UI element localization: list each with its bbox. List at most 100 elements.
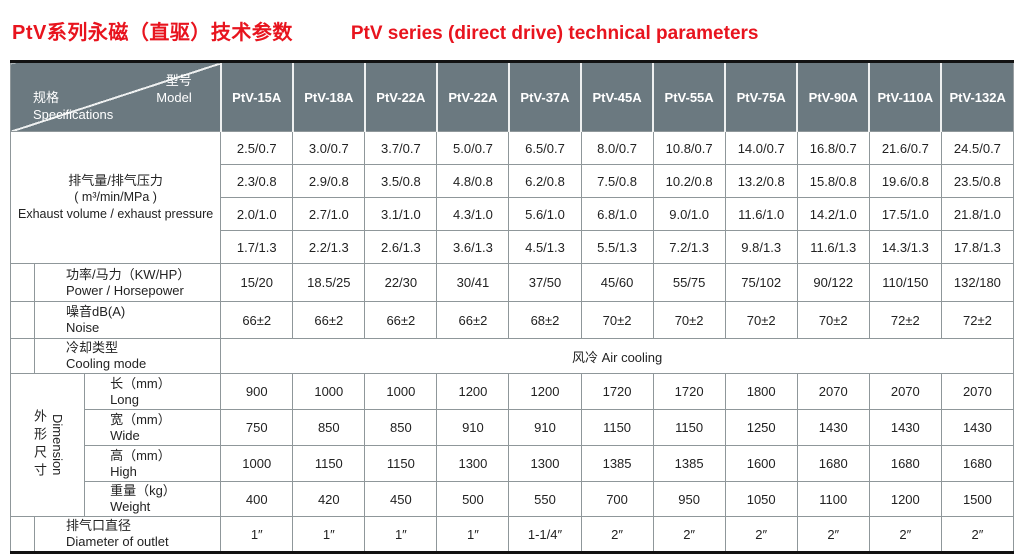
value-cell: 850 <box>292 409 366 446</box>
value-cell: 1800 <box>724 373 798 410</box>
value-cell: 14.3/1.3 <box>868 230 942 264</box>
value-cell: 11.6/1.3 <box>796 230 870 264</box>
value-cell: 420 <box>292 481 366 517</box>
value-cell: 4.8/0.8 <box>436 164 510 198</box>
value-cell: 24.5/0.7 <box>940 131 1015 165</box>
value-cell: 2.0/1.0 <box>220 197 294 231</box>
exhaust-label-en: Exhaust volume / exhaust pressure <box>17 207 214 221</box>
value-cell: 1100 <box>796 481 870 517</box>
wide-label-zh: 宽（mm） <box>110 411 171 427</box>
spacer-cell <box>9 301 36 339</box>
model-header: PtV-22A <box>435 61 509 132</box>
value-cell: 1″ <box>292 516 366 553</box>
dimension-wide-row: 宽（mm） Wide 750 850 850 910 910 1150 1150… <box>11 409 1015 446</box>
value-cell: 910 <box>436 409 510 446</box>
value-cell: 66±2 <box>292 301 366 339</box>
value-cell: 700 <box>580 481 654 517</box>
value-cell: 21.8/1.0 <box>940 197 1015 231</box>
value-cell: 9.8/1.3 <box>724 230 798 264</box>
value-cell: 4.3/1.0 <box>436 197 510 231</box>
value-cell: 2.7/1.0 <box>292 197 366 231</box>
value-cell: 10.2/0.8 <box>652 164 726 198</box>
value-cell: 1680 <box>796 445 870 482</box>
value-cell: 2″ <box>580 516 654 553</box>
value-cell: 500 <box>436 481 510 517</box>
model-header: PtV-110A <box>868 61 942 132</box>
weight-label-zh: 重量（kg） <box>110 483 176 498</box>
value-cell: 5.6/1.0 <box>508 197 582 231</box>
value-cell: 15/20 <box>220 263 294 302</box>
value-cell: 2″ <box>940 516 1015 553</box>
long-label-zh: 长（mm） <box>110 375 171 391</box>
wide-label: 宽（mm） Wide <box>84 409 222 446</box>
corner-spec-en: Specifications <box>33 107 114 122</box>
model-header: PtV-18A <box>291 61 365 132</box>
noise-label: 噪音dB(A) Noise <box>34 301 222 339</box>
exhaust-label: 排气量/排气压力 ( m³/min/MPa ) Exhaust volume /… <box>9 131 222 264</box>
value-cell: 30/41 <box>436 263 510 302</box>
dimension-high-row: 高（mm） High 1000 1150 1150 1300 1300 1385… <box>11 445 1015 482</box>
value-cell: 1720 <box>580 373 654 410</box>
value-cell: 850 <box>364 409 438 446</box>
value-cell: 2″ <box>868 516 942 553</box>
value-cell: 1200 <box>436 373 510 410</box>
value-cell: 19.6/0.8 <box>868 164 942 198</box>
corner-model-en: Model <box>156 90 192 105</box>
value-cell: 1200 <box>508 373 582 410</box>
value-cell: 37/50 <box>508 263 582 302</box>
exhaust-row-1.0: 2.0/1.0 2.7/1.0 3.1/1.0 4.3/1.0 5.6/1.0 … <box>11 197 1015 231</box>
page-title-zh: PtV系列永磁（直驱）技术参数 <box>12 22 293 44</box>
value-cell: 2.6/1.3 <box>364 230 438 264</box>
value-cell: 13.2/0.8 <box>724 164 798 198</box>
value-cell: 5.5/1.3 <box>580 230 654 264</box>
value-cell: 4.5/1.3 <box>508 230 582 264</box>
header-row: 型号 Model 规格 Specifications PtV-15A PtV-1… <box>9 61 1014 132</box>
value-cell: 1250 <box>724 409 798 446</box>
noise-label-zh: 噪音dB(A) <box>66 304 126 319</box>
value-cell: 21.6/0.7 <box>868 131 942 165</box>
exhaust-label-zh: 排气量/排气压力 <box>68 173 163 188</box>
high-label-zh: 高（mm） <box>110 447 171 463</box>
value-cell: 7.2/1.3 <box>652 230 726 264</box>
value-cell: 18.5/25 <box>292 263 366 302</box>
value-cell: 66±2 <box>436 301 510 339</box>
value-cell: 1430 <box>868 409 942 446</box>
cooling-label: 冷却类型 Cooling mode <box>34 338 222 374</box>
page-title: PtV系列永磁（直驱）技术参数 PtV series (direct drive… <box>12 16 1014 45</box>
model-header: PtV-55A <box>652 61 726 132</box>
value-cell: 2.3/0.8 <box>220 164 294 198</box>
high-label: 高（mm） High <box>84 445 222 482</box>
noise-row: 噪音dB(A) Noise 66±2 66±2 66±2 66±2 68±2 7… <box>9 301 1015 339</box>
value-cell: 1430 <box>796 409 870 446</box>
model-header: PtV-45A <box>580 61 654 132</box>
value-cell: 9.0/1.0 <box>652 197 726 231</box>
dimension-group-label: 外形尺寸 Dimension <box>9 373 86 517</box>
value-cell: 68±2 <box>508 301 582 339</box>
value-cell: 1150 <box>364 445 438 482</box>
value-cell: 2070 <box>868 373 942 410</box>
value-cell: 72±2 <box>868 301 942 339</box>
value-cell: 14.2/1.0 <box>796 197 870 231</box>
value-cell: 910 <box>508 409 582 446</box>
value-cell: 15.8/0.8 <box>796 164 870 198</box>
value-cell: 1300 <box>508 445 582 482</box>
cooling-value: 风冷 Air cooling <box>220 338 1014 374</box>
value-cell: 132/180 <box>940 263 1015 302</box>
page-title-en: PtV series (direct drive) technical para… <box>350 23 759 44</box>
weight-label-en: Weight <box>110 499 151 514</box>
wide-label-en: Wide <box>110 427 140 443</box>
corner-model-label: 型号 Model <box>156 72 191 106</box>
value-cell: 3.7/0.7 <box>364 131 438 165</box>
value-cell: 6.5/0.7 <box>508 131 582 165</box>
value-cell: 1300 <box>436 445 510 482</box>
spacer-cell <box>9 338 36 374</box>
value-cell: 1385 <box>580 445 654 482</box>
dimension-group-en: Dimension <box>50 414 66 476</box>
value-cell: 3.6/1.3 <box>436 230 510 264</box>
value-cell: 6.2/0.8 <box>508 164 582 198</box>
value-cell: 2″ <box>796 516 870 553</box>
value-cell: 1050 <box>724 481 798 517</box>
value-cell: 1000 <box>292 373 366 410</box>
dimension-group-zh: 外形尺寸 <box>32 409 48 481</box>
